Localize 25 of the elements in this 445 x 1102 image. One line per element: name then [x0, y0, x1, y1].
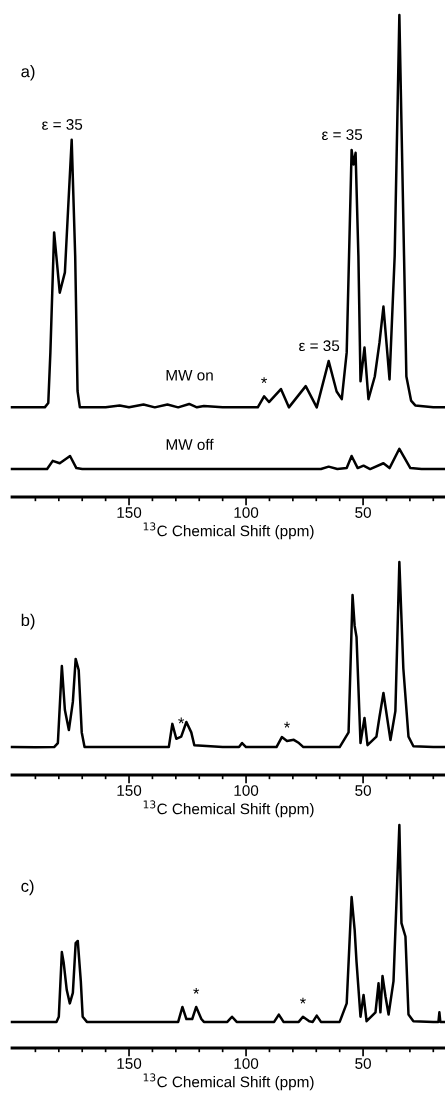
x-tick-label: 150 [117, 1058, 142, 1069]
x-axis-title: $^{13}$C Chemical Shift (ppm) [143, 522, 314, 540]
series-label: MW on [166, 369, 213, 381]
x-tick-label: 150 [117, 507, 142, 518]
series-label: MW off [166, 438, 214, 451]
x-axis-title: $^{13}$C Chemical Shift (ppm) [143, 800, 314, 818]
x-tick-label: 100 [234, 507, 259, 518]
x-axis-title: $^{13}$C Chemical Shift (ppm) [143, 1073, 314, 1091]
text: c) [21, 879, 34, 896]
x-tick-label: 150 [117, 785, 142, 796]
annotation: ε = 35 [322, 129, 363, 140]
annotation: * [193, 987, 200, 994]
x-tick-label: 50 [355, 1058, 371, 1069]
text: a) [21, 65, 35, 81]
annotation: ε = 35 [299, 340, 340, 352]
annotation: * [261, 377, 268, 384]
x-tick-label: 50 [355, 507, 371, 518]
x-tick-label: 50 [355, 785, 371, 796]
annotation: * [284, 721, 290, 728]
annotation: ε = 35 [42, 119, 83, 130]
text: b) [21, 613, 35, 630]
annotation: * [299, 997, 306, 1004]
x-tick-label: 100 [234, 785, 259, 796]
annotation: * [178, 717, 185, 724]
x-tick-label: 100 [234, 1058, 259, 1069]
